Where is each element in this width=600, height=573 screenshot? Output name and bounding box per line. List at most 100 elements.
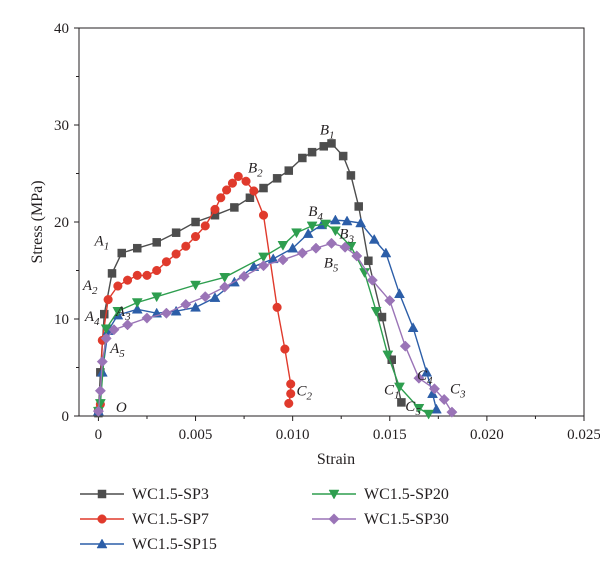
data-point xyxy=(329,226,341,237)
data-point xyxy=(319,142,328,151)
point-label-b5: B5 xyxy=(324,256,339,275)
series-layer xyxy=(92,139,458,420)
data-point xyxy=(277,241,289,251)
data-point xyxy=(241,176,251,186)
data-point xyxy=(286,379,296,389)
y-axis-title: Stress (MPa) xyxy=(29,180,46,263)
data-point xyxy=(370,306,382,317)
data-point xyxy=(438,393,450,406)
data-point xyxy=(108,324,120,336)
point-label-a4: A4 xyxy=(84,309,100,328)
y-tick-label: 0 xyxy=(62,409,70,425)
legend-item: WC1.5-SP15 xyxy=(80,536,217,553)
legend: WC1.5-SP3 WC1.5-SP7 WC1.5-SP15 WC1.5-SP20 WC… xyxy=(80,486,449,553)
legend-swatch-marker xyxy=(328,489,340,500)
point-label-c5: C5 xyxy=(405,399,421,418)
legend-swatch-marker xyxy=(96,538,108,549)
data-point xyxy=(123,275,133,285)
data-point xyxy=(284,166,294,175)
data-point xyxy=(107,269,117,278)
data-point xyxy=(291,228,302,239)
data-point xyxy=(152,238,161,247)
data-point xyxy=(180,298,192,311)
legend-swatch-marker xyxy=(328,513,340,525)
data-point xyxy=(131,303,143,314)
data-point xyxy=(446,406,458,418)
y-tick-label: 20 xyxy=(54,215,69,231)
point-label-subscript: 2 xyxy=(257,168,263,180)
data-point xyxy=(380,247,392,258)
x-tick-label: 0 xyxy=(95,427,103,443)
data-point xyxy=(141,312,153,324)
point-label-a1: A1 xyxy=(94,233,110,252)
data-point xyxy=(132,270,142,280)
data-point xyxy=(94,385,106,397)
data-point xyxy=(272,174,282,183)
point-label-a5: A5 xyxy=(109,341,125,360)
point-label-c2: C2 xyxy=(297,384,313,403)
data-point xyxy=(131,298,143,309)
legend-label: WC1.5-SP30 xyxy=(364,511,449,528)
data-point xyxy=(96,356,108,368)
point-label-subscript: 5 xyxy=(415,406,421,418)
legend-item: WC1.5-SP20 xyxy=(312,486,449,503)
point-label-a2: A2 xyxy=(82,278,98,297)
data-point xyxy=(249,186,259,196)
data-point xyxy=(133,243,142,253)
data-point xyxy=(307,147,317,157)
data-point xyxy=(421,366,433,377)
point-label-subscript: 3 xyxy=(459,389,466,401)
point-label-subscript: 3 xyxy=(124,311,131,323)
series-wc1-5-sp7 xyxy=(93,171,296,415)
legend-item: WC1.5-SP3 xyxy=(80,486,209,503)
point-label-subscript: 4 xyxy=(94,316,100,328)
legend-label: WC1.5-SP20 xyxy=(364,486,449,503)
data-point xyxy=(413,403,425,414)
data-point xyxy=(190,301,201,312)
data-point xyxy=(277,254,289,266)
data-point xyxy=(142,270,152,280)
data-point xyxy=(103,295,113,305)
data-point xyxy=(259,183,268,193)
data-point xyxy=(258,210,269,220)
data-point xyxy=(341,215,353,226)
data-point xyxy=(152,265,162,276)
x-axis-title: Strain xyxy=(317,451,355,468)
data-point xyxy=(423,409,435,420)
x-tick-label: 0.020 xyxy=(470,427,504,443)
x-tick-label: 0.005 xyxy=(179,427,213,443)
legend-swatch-marker xyxy=(97,514,107,524)
data-point xyxy=(190,280,201,291)
point-label-subscript: 3 xyxy=(347,233,354,245)
data-point xyxy=(399,340,411,352)
x-tick-label: 0.015 xyxy=(373,427,407,443)
data-point xyxy=(171,228,181,237)
data-point xyxy=(428,383,440,395)
data-point xyxy=(382,350,394,361)
data-point xyxy=(430,403,442,414)
data-point xyxy=(325,237,338,249)
y-tick-label: 10 xyxy=(54,312,69,328)
data-point xyxy=(397,398,406,407)
data-point xyxy=(338,151,348,161)
data-point xyxy=(100,309,109,319)
point-label-b1: B1 xyxy=(320,123,335,142)
data-point xyxy=(160,307,172,319)
data-point xyxy=(100,324,112,335)
y-tick-label: 40 xyxy=(54,21,69,37)
data-point xyxy=(112,306,124,317)
point-label-b4: B4 xyxy=(308,204,323,223)
data-point xyxy=(199,291,211,303)
x-axis: 0 0.005 0.010 0.015 0.020 0.025 xyxy=(95,416,600,443)
data-point xyxy=(351,250,363,262)
data-point xyxy=(394,382,405,393)
data-point xyxy=(394,288,405,299)
data-point xyxy=(171,249,181,259)
data-point xyxy=(122,319,134,331)
data-point xyxy=(366,274,378,286)
data-point xyxy=(286,389,296,399)
x-tick-label: 0.025 xyxy=(567,427,600,443)
y-axis: 0 10 20 30 40 xyxy=(54,21,79,425)
